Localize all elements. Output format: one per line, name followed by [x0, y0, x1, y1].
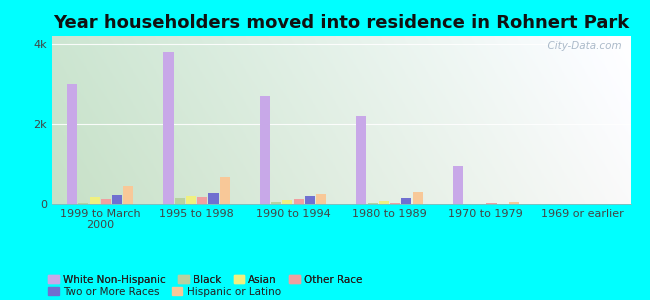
Bar — [379, 201, 389, 204]
Bar — [260, 96, 270, 204]
Bar — [163, 52, 174, 204]
Bar — [197, 197, 207, 204]
Bar — [175, 198, 185, 204]
Bar — [305, 196, 315, 204]
Bar — [316, 194, 326, 204]
Bar — [294, 199, 304, 204]
Bar — [390, 203, 400, 204]
Bar — [124, 186, 133, 204]
Bar — [112, 195, 122, 204]
Bar — [509, 202, 519, 204]
Bar — [486, 203, 497, 204]
Bar — [367, 203, 378, 204]
Bar — [186, 196, 196, 204]
Bar — [452, 166, 463, 204]
Title: Year householders moved into residence in Rohnert Park: Year householders moved into residence i… — [53, 14, 629, 32]
Bar — [220, 177, 230, 204]
Bar — [101, 199, 111, 204]
Bar — [78, 203, 88, 204]
Bar — [67, 84, 77, 204]
Legend: White Non-Hispanic, Black, Asian, Other Race: White Non-Hispanic, Black, Asian, Other … — [44, 271, 367, 289]
Bar — [282, 200, 293, 204]
Bar — [401, 198, 411, 204]
Text: City-Data.com: City-Data.com — [541, 41, 622, 51]
Bar — [271, 202, 281, 204]
Bar — [209, 193, 218, 204]
Legend: Two or More Races, Hispanic or Latino: Two or More Races, Hispanic or Latino — [44, 283, 285, 300]
Bar — [356, 116, 367, 204]
Bar — [90, 197, 99, 204]
Bar — [413, 192, 422, 204]
